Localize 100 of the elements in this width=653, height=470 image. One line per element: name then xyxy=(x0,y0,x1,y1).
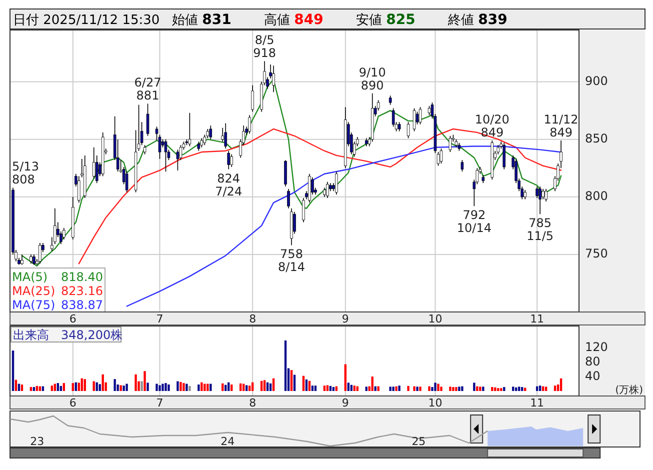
bar xyxy=(293,374,296,391)
bar xyxy=(440,386,442,391)
candlestick xyxy=(460,160,464,172)
bar xyxy=(50,386,54,391)
bar xyxy=(500,388,502,391)
bar xyxy=(120,385,122,391)
x-tick-label: 9 xyxy=(342,396,349,410)
candlestick xyxy=(164,138,168,172)
candlestick xyxy=(188,112,192,147)
bar xyxy=(389,386,392,391)
candlestick xyxy=(143,144,146,155)
bar xyxy=(60,386,62,391)
candlestick xyxy=(436,152,440,166)
bar xyxy=(84,379,86,391)
bar xyxy=(308,380,311,391)
text: 終値 839 xyxy=(447,12,508,28)
bar xyxy=(407,386,410,391)
candlestick xyxy=(418,106,422,125)
annotation: 823.16 xyxy=(61,284,103,298)
candlestick xyxy=(77,176,80,204)
candlestick xyxy=(32,254,36,266)
x-tick-label: 8 xyxy=(249,312,256,326)
candlestick xyxy=(398,122,401,132)
candlestick xyxy=(92,147,96,179)
bar xyxy=(269,383,272,391)
candlestick xyxy=(448,135,452,152)
bar xyxy=(326,385,329,391)
bar xyxy=(290,370,293,391)
bar xyxy=(392,386,394,391)
bar xyxy=(449,386,452,391)
bar xyxy=(176,381,179,391)
bar xyxy=(476,386,478,391)
bar xyxy=(521,387,524,391)
bar xyxy=(434,382,436,391)
bar xyxy=(12,350,14,391)
bar xyxy=(248,386,251,391)
candlestick xyxy=(30,254,32,264)
x-tick-label: 24 xyxy=(220,435,235,448)
y-tick-label: 750 xyxy=(585,246,608,261)
candlestick xyxy=(209,125,212,140)
y-tick-label: 120 xyxy=(585,340,608,354)
candlestick xyxy=(197,141,200,152)
annotation: 785 11/5 xyxy=(526,216,554,244)
annotation: 10/20 849 xyxy=(474,112,510,140)
bar xyxy=(78,382,80,391)
bar xyxy=(126,384,128,391)
bar xyxy=(272,378,275,391)
bar xyxy=(122,386,125,391)
bar xyxy=(222,383,224,391)
x-tick-label: 7 xyxy=(156,312,164,326)
y-tick-label: 40 xyxy=(585,368,600,383)
candlestick xyxy=(248,114,251,134)
bar xyxy=(180,382,182,391)
x-tick-label: 6 xyxy=(69,396,76,410)
bar xyxy=(428,386,430,391)
bar xyxy=(323,386,326,391)
candlestick xyxy=(536,186,538,198)
x-tick-label: 10 xyxy=(428,396,442,410)
candlestick xyxy=(38,242,42,264)
bar xyxy=(329,386,332,391)
y-tick-label: 80 xyxy=(585,354,600,368)
y-axis-title: (万株) xyxy=(615,384,644,396)
bar xyxy=(204,384,206,391)
candlestick xyxy=(284,160,287,187)
bar xyxy=(284,340,287,391)
bar xyxy=(158,385,161,391)
bar xyxy=(102,374,104,391)
text: MA(25) xyxy=(12,284,56,298)
bar xyxy=(134,374,137,391)
bar xyxy=(413,386,416,391)
candlestick xyxy=(125,171,128,193)
bar xyxy=(168,384,170,391)
candlestick xyxy=(392,108,395,128)
candlestick xyxy=(440,148,443,164)
bar xyxy=(314,386,317,391)
bar xyxy=(263,380,266,391)
bar xyxy=(186,384,188,391)
bar xyxy=(62,383,66,391)
y-tick-label: 800 xyxy=(585,189,608,204)
bar xyxy=(30,387,32,391)
candlestick xyxy=(221,127,224,142)
candlestick xyxy=(428,106,431,116)
bar xyxy=(353,386,356,391)
text: 安値 825 xyxy=(356,12,416,28)
candlestick xyxy=(412,108,416,132)
bar xyxy=(554,386,556,391)
chart-title: 日付 2025/11/12 15:30 xyxy=(13,13,160,28)
x-tick-label: 8 xyxy=(249,396,256,410)
bar xyxy=(416,386,418,391)
candlestick xyxy=(224,122,228,149)
candlestick xyxy=(502,142,506,170)
candlestick xyxy=(287,188,290,209)
bar xyxy=(419,386,422,391)
bar xyxy=(538,386,542,391)
text: 高値 849 xyxy=(264,12,324,28)
bar xyxy=(497,388,500,391)
bar xyxy=(491,387,494,391)
bar xyxy=(56,383,60,391)
bar xyxy=(311,386,314,391)
bar xyxy=(398,386,400,391)
